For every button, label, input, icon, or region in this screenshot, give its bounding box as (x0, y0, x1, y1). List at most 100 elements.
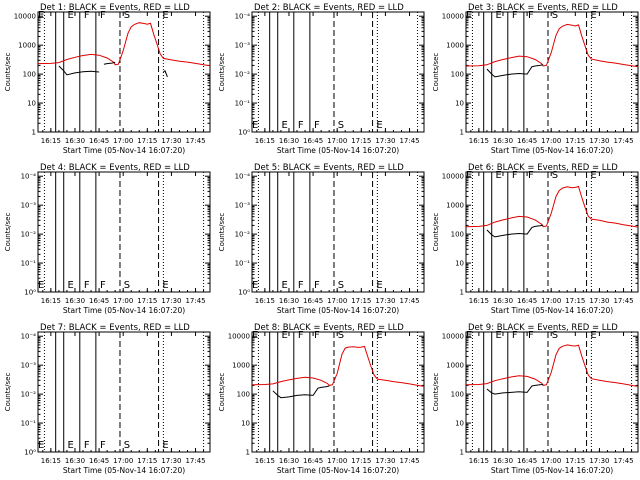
event-label-5: E (162, 280, 168, 291)
event-label-start: E (252, 330, 258, 341)
event-label-2: F (84, 10, 90, 21)
event-label-4: S (552, 170, 558, 181)
y-tick-label: 10 (241, 420, 250, 428)
event-label-3: F (100, 280, 106, 291)
x-tick-label: 17:15 (565, 457, 585, 465)
x-tick-label: 17:00 (541, 457, 561, 465)
x-axis-label: Start Time (05-Nov-14 16:07:20) (63, 306, 185, 315)
x-tick-label: 17:00 (327, 297, 347, 305)
panel-det-2: Det 2: BLACK = Events, RED = LLD Counts/s… (218, 3, 425, 155)
event-label-4: S (124, 10, 130, 21)
event-label-1: E (282, 330, 288, 341)
y-tick-label: 1 (460, 289, 464, 297)
event-label-2: F (512, 10, 518, 21)
x-tick-label: 16:15 (41, 297, 61, 305)
x-tick-label: 16:15 (469, 297, 489, 305)
plot-frame (465, 331, 639, 453)
x-tick-label: 16:30 (279, 457, 299, 465)
event-label-start: E (38, 280, 44, 291)
event-label-5: E (590, 10, 596, 21)
y-axis-label: Counts/sec (4, 373, 12, 412)
x-tick-label: 17:30 (589, 297, 609, 305)
y-axis-label: Counts/sec (432, 53, 440, 92)
x-tick-label: 16:15 (469, 457, 489, 465)
event-label-4: S (552, 330, 558, 341)
y-tick-label: 1000 (446, 42, 464, 50)
event-label-3: F (100, 10, 106, 21)
y-tick-label: 1 (246, 449, 250, 457)
y-tick-label: 10⁻⁴ (21, 333, 37, 341)
y-tick-label: 10⁻² (21, 231, 37, 239)
x-tick-label: 16:45 (517, 297, 537, 305)
event-label-2: F (298, 330, 304, 341)
y-tick-label: 10⁻³ (235, 202, 251, 210)
event-label-start: E (252, 120, 258, 131)
panel-det-4: Det 4: BLACK = Events, RED = LLD Counts/s… (4, 163, 211, 315)
y-tick-label: 10⁻⁴ (21, 173, 37, 181)
y-tick-label: 10⁻¹ (235, 100, 251, 108)
y-tick-label: 10⁰ (24, 449, 36, 457)
event-label-4: S (338, 330, 344, 341)
y-tick-label: 10⁰ (238, 289, 250, 297)
x-tick-label: 17:00 (327, 457, 347, 465)
y-axis-label: Counts/sec (432, 213, 440, 252)
series-events-line (486, 384, 544, 395)
panel-det-9: Det 9: BLACK = Events, RED = LLD Counts/s… (432, 323, 639, 475)
y-tick-label: 100 (451, 71, 464, 79)
plot-frame (251, 11, 425, 133)
x-tick-label: 17:15 (351, 137, 371, 145)
x-axis-label: Start Time (05-Nov-14 16:07:20) (277, 466, 399, 475)
plot-frame (251, 171, 425, 293)
y-tick-label: 10 (27, 100, 36, 108)
y-tick-label: 10⁻² (235, 231, 251, 239)
x-tick-label: 16:30 (493, 137, 513, 145)
y-tick-label: 10000 (228, 333, 250, 341)
event-label-4: S (124, 440, 130, 451)
y-tick-label: 10⁻¹ (21, 260, 37, 268)
x-tick-label: 17:30 (375, 297, 395, 305)
x-tick-label: 17:00 (113, 297, 133, 305)
x-tick-label: 17:15 (137, 137, 157, 145)
y-tick-label: 10000 (442, 333, 464, 341)
y-tick-label: 1 (460, 129, 464, 137)
x-tick-label: 16:30 (279, 137, 299, 145)
x-axis-label: Start Time (05-Nov-14 16:07:20) (277, 306, 399, 315)
x-tick-label: 17:30 (161, 457, 181, 465)
x-tick-label: 17:30 (161, 297, 181, 305)
series-events-line (486, 224, 544, 238)
event-label-3: F (314, 280, 320, 291)
y-tick-label: 10⁻⁴ (235, 173, 251, 181)
panel-det-5: Det 5: BLACK = Events, RED = LLD Counts/s… (218, 163, 425, 315)
chart-title: Det 3: BLACK = Events, RED = LLD (468, 3, 618, 13)
event-label-1: E (68, 440, 74, 451)
event-label-1: E (496, 170, 502, 181)
y-tick-label: 10⁻¹ (21, 420, 37, 428)
chart-title: Det 8: BLACK = Events, RED = LLD (254, 323, 404, 333)
y-tick-label: 10 (455, 260, 464, 268)
x-tick-label: 17:15 (351, 457, 371, 465)
series-lld-line (37, 22, 211, 67)
x-tick-label: 17:30 (375, 137, 395, 145)
x-tick-label: 16:45 (89, 297, 109, 305)
x-tick-label: 17:15 (137, 297, 157, 305)
x-tick-label: 17:30 (589, 137, 609, 145)
chart-title: Det 9: BLACK = Events, RED = LLD (468, 323, 618, 333)
chart-title: Det 2: BLACK = Events, RED = LLD (254, 3, 404, 13)
event-label-start: E (38, 10, 44, 21)
series-lld-line (465, 23, 639, 68)
event-label-2: F (512, 170, 518, 181)
x-tick-label: 17:15 (565, 297, 585, 305)
event-label-2: F (84, 440, 90, 451)
x-tick-label: 16:15 (469, 137, 489, 145)
y-axis-label: Counts/sec (4, 213, 12, 252)
event-label-4: S (338, 120, 344, 131)
x-tick-label: 16:15 (41, 457, 61, 465)
y-tick-label: 10 (455, 100, 464, 108)
plot-frame (37, 331, 211, 453)
y-tick-label: 100 (451, 231, 464, 239)
y-tick-label: 10000 (442, 173, 464, 181)
x-tick-label: 16:30 (65, 137, 85, 145)
x-tick-label: 16:45 (303, 137, 323, 145)
x-tick-label: 17:30 (589, 457, 609, 465)
series-lld-line (465, 185, 639, 228)
